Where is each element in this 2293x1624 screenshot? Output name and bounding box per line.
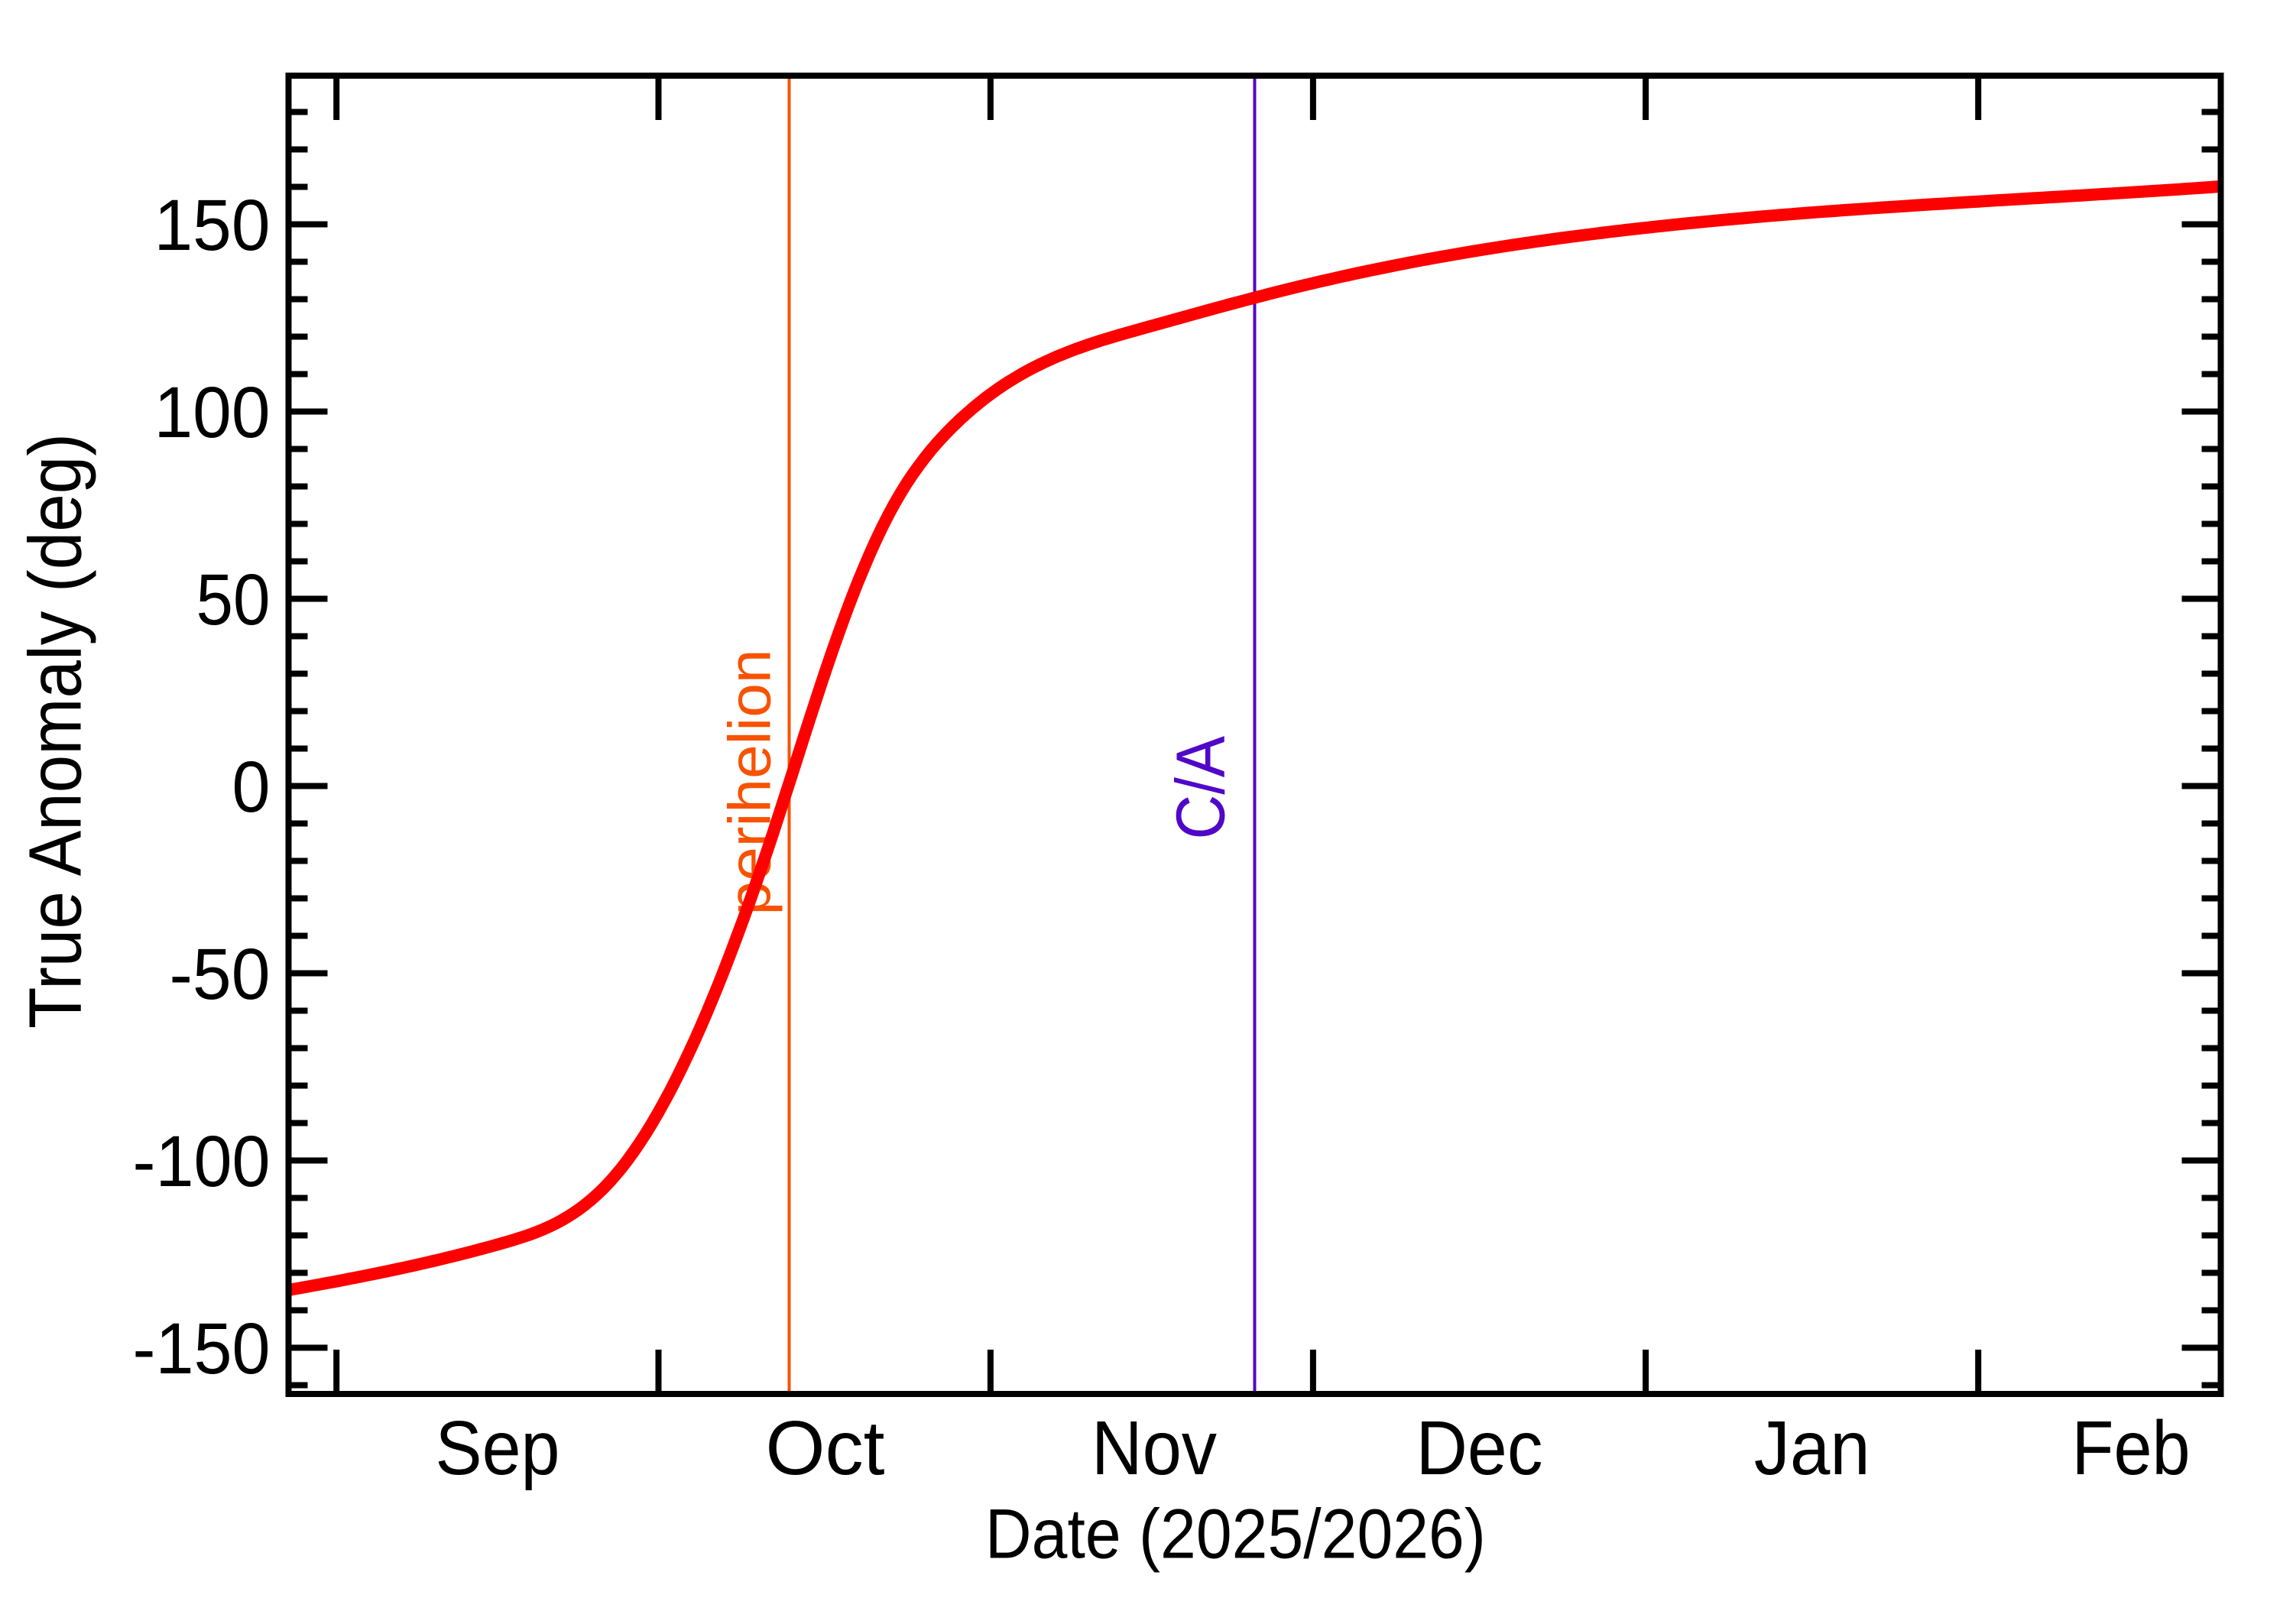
svg-text:Sep: Sep (436, 1405, 560, 1491)
svg-text:Oct: Oct (766, 1405, 885, 1491)
svg-text:-50: -50 (170, 934, 271, 1015)
svg-text:0: 0 (232, 747, 271, 828)
svg-text:150: 150 (154, 185, 271, 266)
svg-text:Dec: Dec (1416, 1405, 1543, 1491)
svg-text:50: 50 (196, 559, 271, 640)
svg-text:Feb: Feb (2072, 1405, 2191, 1491)
svg-text:100: 100 (154, 372, 271, 453)
svg-text:-150: -150 (133, 1308, 271, 1389)
svg-text:Nov: Nov (1091, 1405, 1217, 1491)
svg-text:C/A: C/A (1163, 736, 1240, 840)
svg-text:-100: -100 (133, 1121, 271, 1202)
svg-text:Date (2025/2026): Date (2025/2026) (985, 1496, 1486, 1574)
svg-text:True Anomaly (deg): True Anomaly (deg) (14, 433, 97, 1029)
svg-text:Jan: Jan (1754, 1405, 1870, 1491)
svg-text:perihelion: perihelion (716, 650, 783, 916)
